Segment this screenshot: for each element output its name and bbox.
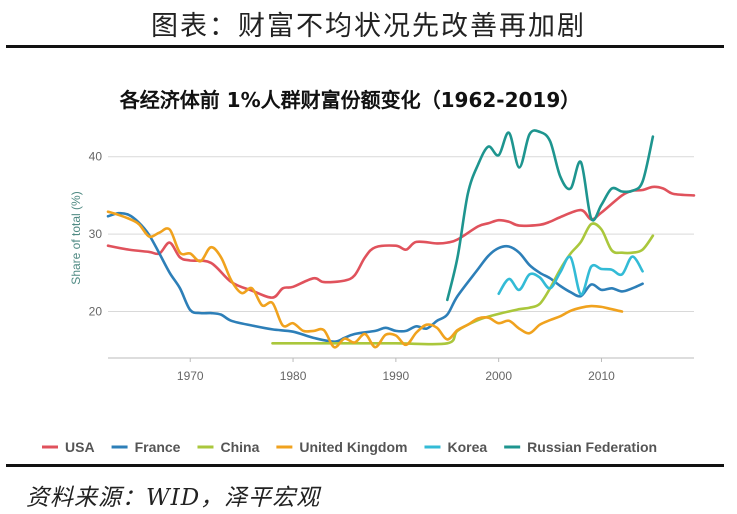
chart-title: 各经济体前 1%人群财富份额变化（1962-2019）: [119, 88, 581, 112]
y-tick-label: 40: [89, 150, 103, 164]
legend: USA France China United Kingdom Korea Russian…: [42, 439, 657, 455]
legend-label-russian-federation: Russian Federation: [527, 439, 657, 455]
x-tick-label: 2000: [485, 369, 512, 383]
series-line-china: [271, 222, 655, 346]
series-line-russian-federation: [446, 129, 655, 302]
series-lines: [106, 129, 696, 349]
source-note: 资料来源：WID，泽平宏观: [26, 485, 321, 511]
legend-label-usa: USA: [65, 439, 95, 455]
bottom-divider: [6, 464, 724, 467]
legend-label-china: China: [220, 439, 259, 455]
series-line-korea: [497, 255, 644, 296]
legend-label-korea: Korea: [447, 439, 487, 455]
series-line-france: [106, 211, 644, 343]
y-tick-label: 30: [89, 227, 103, 241]
y-tick-label: 20: [89, 305, 103, 319]
legend-label-france: France: [135, 439, 181, 455]
y-axis-title: Share of total (%): [69, 191, 83, 284]
series-line-united-kingdom: [106, 210, 624, 349]
page-title: 图表：财富不均状况先改善再加剧: [151, 11, 586, 42]
axes: 20 30 40 1970 1980 1990 2000 2010 Share of total…: [69, 150, 615, 383]
x-tick-label: 1980: [280, 369, 307, 383]
top-divider: [6, 45, 724, 48]
x-tick-label: 1990: [383, 369, 410, 383]
series-line-usa: [106, 185, 696, 299]
grid: [108, 156, 694, 362]
x-tick-label: 2010: [588, 369, 615, 383]
legend-label-united-kingdom: United Kingdom: [299, 439, 407, 455]
x-tick-label: 1970: [177, 369, 204, 383]
